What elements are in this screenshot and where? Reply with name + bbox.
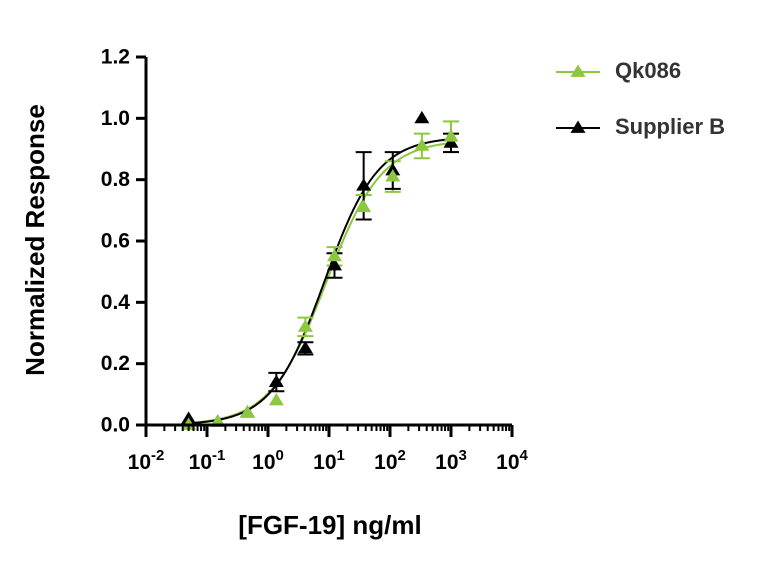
- x-tick-label: 101: [313, 447, 345, 474]
- x-tick-label: 10-2: [128, 447, 165, 474]
- data-point-triangle: [356, 178, 372, 191]
- axes: [144, 57, 512, 427]
- data-point-triangle: [268, 374, 284, 387]
- y-tick-label: 0.2: [101, 352, 130, 375]
- y-axis-label: Normalized Response: [20, 104, 50, 376]
- data-point-triangle: [297, 340, 313, 354]
- data-point-triangle: [297, 319, 313, 332]
- x-axis-ticks: 10-2 10-1 100 101 102 103 104: [128, 425, 529, 474]
- x-tick-label: 104: [496, 447, 528, 474]
- y-tick-label: 0.0: [101, 414, 130, 437]
- y-tick-label: 1.0: [101, 107, 130, 130]
- data-point-triangle: [385, 169, 401, 182]
- data-point-triangle: [414, 138, 430, 151]
- y-tick-label: 1.2: [101, 46, 130, 69]
- fit-curves: [188, 138, 452, 425]
- data-point-triangle: [239, 405, 255, 418]
- data-point-triangle: [268, 392, 284, 406]
- legend-label: Qk086: [615, 58, 681, 83]
- data-point-triangle: [414, 110, 430, 124]
- x-tick-label: 103: [435, 447, 467, 474]
- fit-curve: [188, 142, 452, 424]
- x-tick-label: 102: [374, 447, 406, 474]
- y-tick-label: 0.8: [101, 168, 131, 191]
- data-point-triangle: [443, 129, 459, 142]
- legend-label: Supplier B: [615, 114, 725, 139]
- data-point-triangle: [356, 199, 372, 213]
- x-tick-label: 10-1: [189, 447, 226, 474]
- data-point-triangle: [326, 258, 342, 271]
- legend: Qk086 Supplier B: [556, 58, 725, 139]
- x-axis-label: [FGF-19] ng/ml: [238, 510, 421, 540]
- y-tick-label: 0.4: [101, 291, 131, 314]
- fit-curve: [188, 138, 452, 425]
- x-tick-label: 100: [252, 447, 284, 474]
- y-tick-label: 0.6: [101, 230, 130, 253]
- legend-marker: [570, 64, 586, 77]
- y-axis-ticks: 0.0 0.2 0.4 0.6 0.8 1.0 1.2: [101, 46, 146, 437]
- legend-marker: [570, 120, 586, 133]
- data-point-triangle: [326, 248, 342, 262]
